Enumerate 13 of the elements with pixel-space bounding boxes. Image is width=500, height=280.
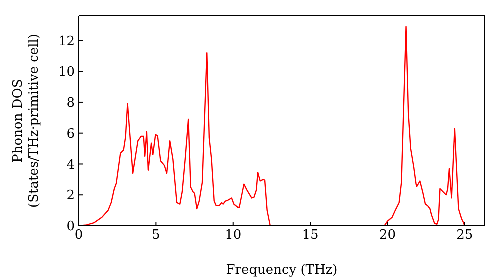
y-axis-title: Phonon DOS (States/THz·primitive cell)	[11, 34, 42, 208]
y-tick-label: 2	[66, 188, 75, 204]
x-tick-label: 15	[302, 228, 319, 244]
y-tick-label: 4	[66, 158, 75, 173]
x-tick-label: 5	[152, 228, 160, 244]
x-tick-label: 25	[456, 228, 474, 244]
x-axis-title: Frequency (THz)	[226, 263, 338, 278]
y-tick-label: 10	[58, 65, 75, 80]
x-tick-label: 20	[379, 228, 396, 244]
y-tick-label: 12	[58, 34, 75, 50]
x-tick-label: 10	[225, 228, 242, 244]
y-tick-label: 6	[66, 126, 75, 142]
y-tick-label: 8	[66, 96, 75, 112]
